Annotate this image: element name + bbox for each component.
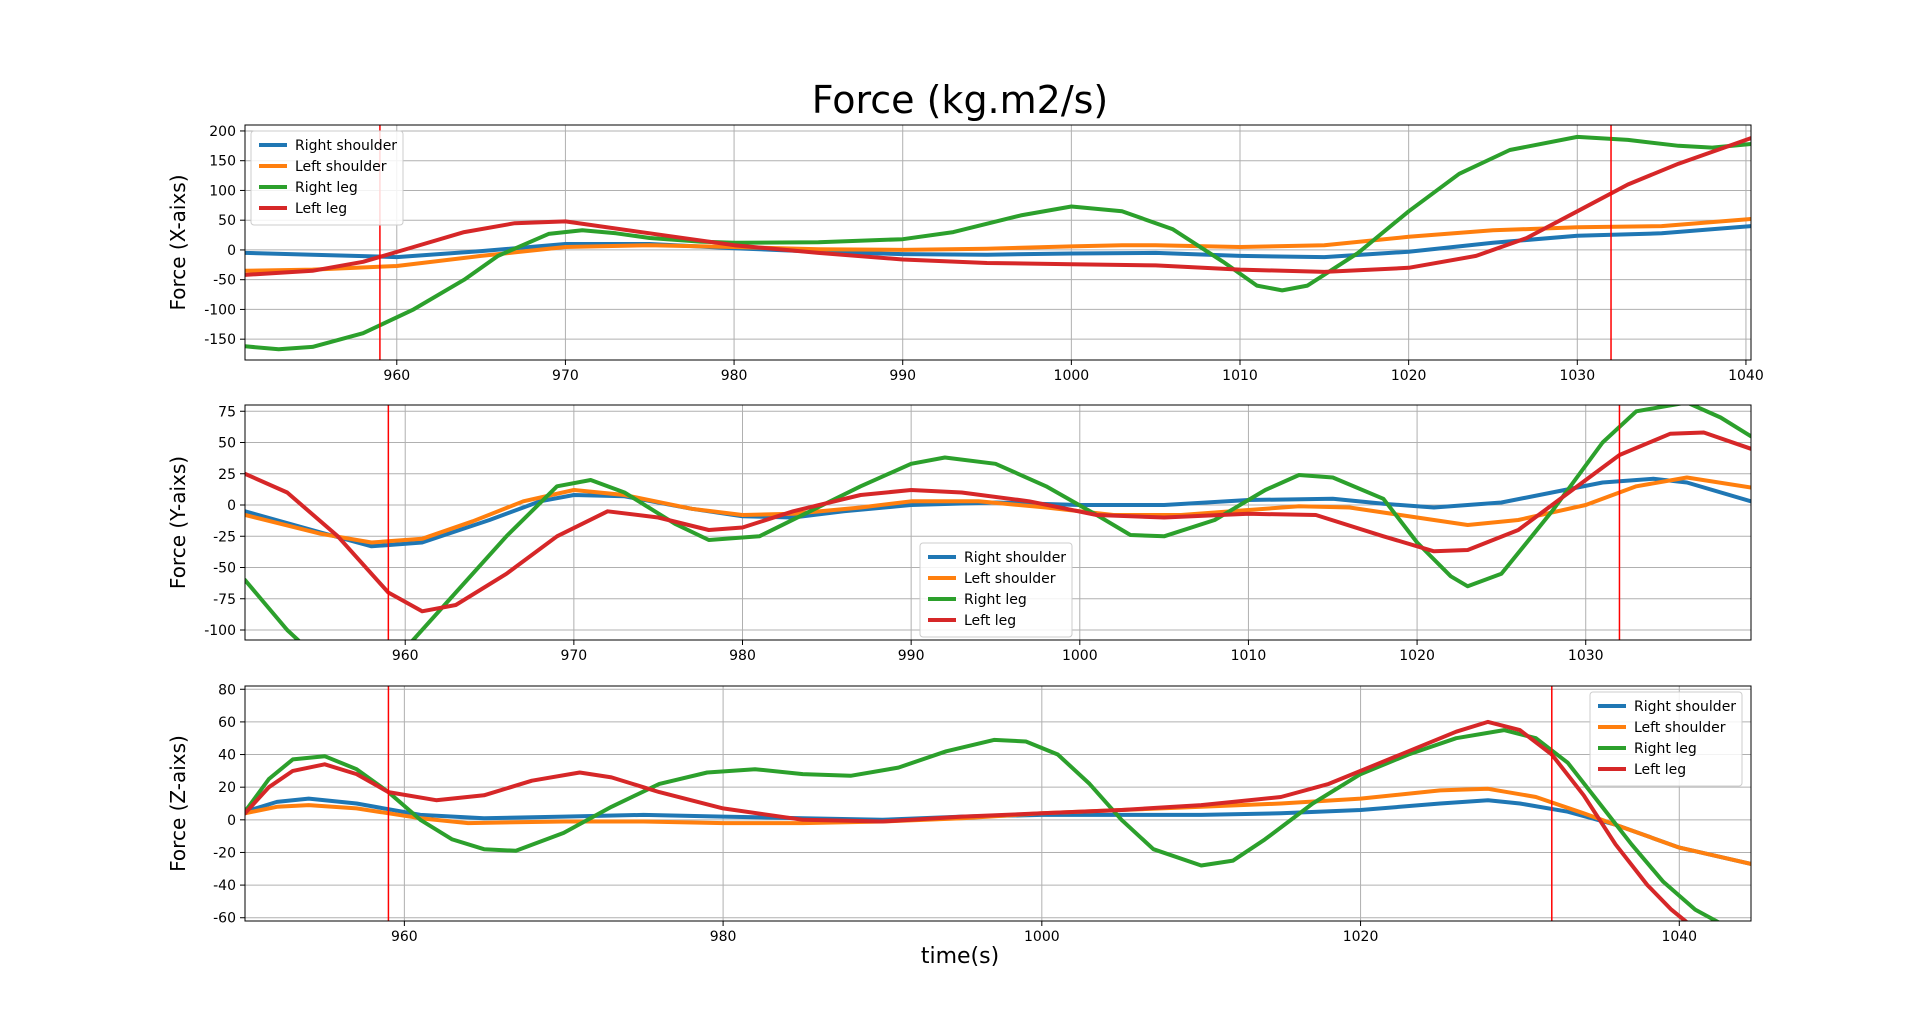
y-tick-label: 20 [218, 780, 236, 796]
x-tick-label: 960 [383, 368, 410, 384]
x-tick-label: 1040 [1728, 368, 1764, 384]
legend: Right shoulder Left shoulder Right leg Left… [250, 130, 404, 226]
y-tick-label: -100 [204, 623, 236, 639]
y-tick-label: 25 [218, 467, 236, 483]
figure-title: Force (kg.m2/s) [811, 78, 1109, 122]
y-tick-label: 50 [218, 213, 236, 229]
legend-label: Left leg [295, 201, 347, 217]
y-tick-label: 100 [209, 183, 236, 199]
x-tick-label: 960 [392, 648, 419, 664]
y-tick-label: 200 [209, 124, 236, 140]
plot-area [245, 125, 1751, 360]
legend-label: Left shoulder [964, 571, 1056, 587]
x-tick-label: 1040 [1661, 929, 1697, 945]
y-tick-label: -50 [213, 273, 236, 289]
legend-label: Right leg [1634, 741, 1697, 757]
series-line-right-shoulder [245, 796, 1751, 866]
series-line-left-leg [245, 136, 1751, 277]
legend-box [250, 130, 404, 226]
x-tick-label: 1000 [1062, 648, 1098, 664]
y-tick-label: 50 [218, 436, 236, 452]
subplot-1: 960 970 980 990 1000 1010 1020 1030 1040-150-100… [166, 124, 1764, 384]
legend-label: Left leg [1634, 762, 1686, 778]
y-tick-label: 80 [218, 682, 236, 698]
series-line-left-shoulder [245, 217, 1751, 273]
series-line-right-leg [245, 134, 1751, 352]
x-tick-label: 1010 [1222, 368, 1258, 384]
y-tick-label: 40 [218, 748, 236, 764]
x-tick-label: 970 [560, 648, 587, 664]
y-tick-label: 0 [227, 243, 236, 259]
series-line-right-leg [245, 405, 1751, 640]
series-line-left-shoulder [245, 475, 1751, 545]
axes-frame [244, 685, 1752, 922]
y-tick-label: -25 [213, 529, 236, 545]
legend-box [1589, 691, 1743, 787]
y-tick-label: -150 [204, 332, 236, 348]
legend-label: Left shoulder [1634, 720, 1726, 736]
series-line-left-leg [245, 719, 1689, 921]
legend-box [919, 542, 1073, 638]
x-tick-label: 1000 [1054, 368, 1090, 384]
legend: Right shoulder Left shoulder Right leg Left… [919, 542, 1073, 638]
legend-label: Right shoulder [295, 138, 397, 154]
y-tick-label: 0 [227, 813, 236, 829]
y-axis-label: Force (Y-aixs) [166, 456, 190, 589]
y-tick-label: -100 [204, 302, 236, 318]
y-axis-label: Force (X-aixs) [166, 174, 190, 310]
series-line-right-shoulder [245, 476, 1751, 549]
x-tick-label: 1030 [1568, 648, 1604, 664]
y-tick-label: -75 [213, 592, 236, 608]
subplot-2: 960 970 980 990 1000 1010 1020 1030 -100 -75 -50 -2… [166, 404, 1752, 664]
legend-label: Left shoulder [295, 159, 387, 175]
legend-label: Right shoulder [964, 550, 1066, 566]
legend-label: Right shoulder [1634, 699, 1736, 715]
x-tick-label: 990 [889, 368, 916, 384]
y-tick-label: 60 [218, 715, 236, 731]
x-tick-label: 980 [729, 648, 756, 664]
x-tick-label: 980 [721, 368, 748, 384]
plot-area [245, 405, 1751, 640]
plot-area [245, 686, 1751, 921]
y-axis-label: Force (Z-aixs) [166, 735, 190, 872]
x-tick-label: 960 [391, 929, 418, 945]
legend: Right shoulder Left shoulder Right leg Left… [1589, 691, 1743, 787]
y-tick-label: -50 [213, 561, 236, 577]
y-tick-label: -40 [213, 878, 236, 894]
axes-frame [244, 404, 1752, 641]
y-tick-label: -60 [213, 911, 236, 927]
legend-label: Right leg [295, 180, 358, 196]
legend-label: Right leg [964, 592, 1027, 608]
x-tick-label: 1020 [1391, 368, 1427, 384]
x-tick-label: 1020 [1399, 648, 1435, 664]
x-tick-label: 1000 [1024, 929, 1060, 945]
x-tick-label: 990 [898, 648, 925, 664]
x-tick-label: 980 [710, 929, 737, 945]
x-tick-label: 970 [552, 368, 579, 384]
y-tick-label: 150 [209, 154, 236, 170]
series-line-left-leg [245, 430, 1751, 614]
y-tick-label: -20 [213, 845, 236, 861]
subplot-3: 960 980 1000 1020 1040 -60 -40 -20 0 20 40 60 80 Forc… [166, 682, 1752, 945]
x-axis-label: time(s) [920, 944, 1000, 969]
x-tick-label: 1020 [1343, 929, 1379, 945]
axes-frame [244, 124, 1752, 361]
legend-label: Left leg [964, 613, 1016, 629]
x-tick-label: 1010 [1231, 648, 1267, 664]
y-tick-label: 75 [218, 404, 236, 420]
series-line-right-leg [245, 728, 1721, 921]
y-tick-label: 0 [227, 498, 236, 514]
x-tick-label: 1030 [1559, 368, 1595, 384]
series-line-right-shoulder [245, 224, 1751, 260]
